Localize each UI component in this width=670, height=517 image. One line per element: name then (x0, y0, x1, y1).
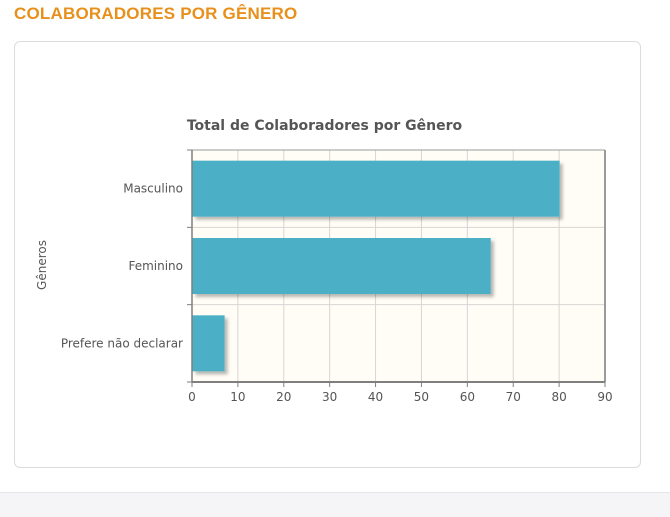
category-label: Prefere não declarar (61, 336, 183, 350)
x-tick-label: 90 (597, 390, 612, 404)
x-tick-labels: 0 10 20 30 40 50 60 70 80 90 (188, 390, 612, 404)
chart-title: Total de Colaboradores por Gênero (187, 118, 463, 134)
x-tick-label: 10 (230, 390, 245, 404)
bar-2 (192, 315, 225, 372)
category-label: Feminino (128, 259, 183, 273)
x-tick-label: 50 (414, 390, 429, 404)
axes (187, 149, 606, 387)
y-axis-title: Gêneros (35, 240, 49, 290)
x-tick-label: 80 (551, 390, 566, 404)
x-tick-label: 70 (506, 390, 521, 404)
footer-band (0, 492, 670, 517)
bars (192, 160, 560, 372)
category-labels: Masculino Feminino Prefere não declarar (61, 182, 183, 351)
x-tick-label: 20 (276, 390, 291, 404)
bar-1 (192, 238, 491, 294)
x-tick-label: 40 (368, 390, 383, 404)
x-tick-label: 30 (322, 390, 337, 404)
x-tick-label: 0 (188, 390, 196, 404)
section-title: COLABORADORES POR GÊNERO (14, 4, 298, 23)
category-label: Masculino (123, 182, 183, 196)
x-tick-label: 60 (460, 390, 475, 404)
bar-0 (192, 160, 560, 217)
